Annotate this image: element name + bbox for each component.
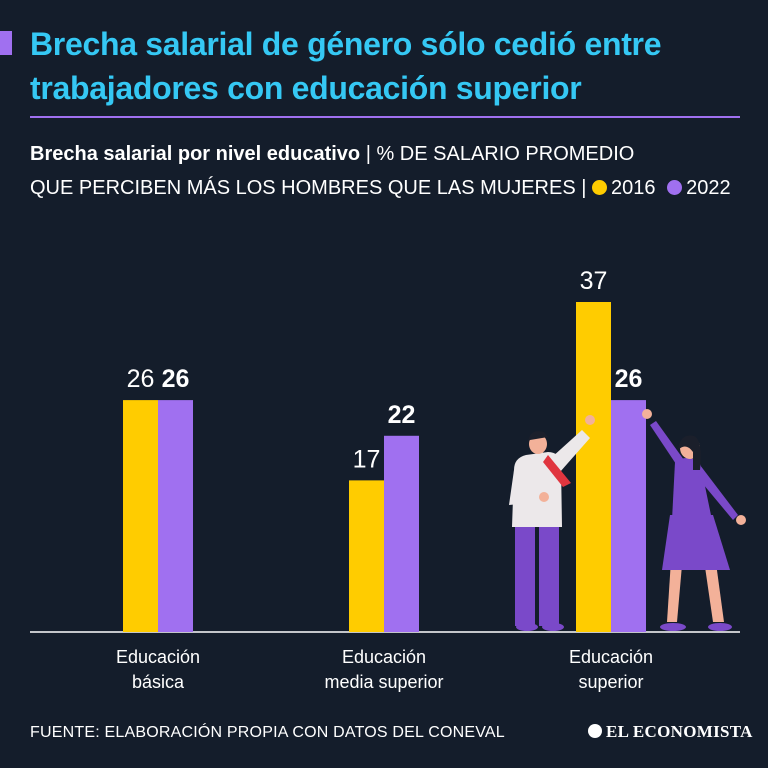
bar-2022-1 [158,400,193,632]
subtitle-units: % DE SALARIO PROMEDIO [376,143,635,165]
subtitle-separator: | [365,143,371,165]
subtitle-line-1: Brecha salarial por nivel educativo | % … [30,137,745,171]
bar-2022-3 [611,400,646,632]
brand-globe-icon [588,724,602,738]
legend-2016-label: 2016 [611,177,656,199]
bars-layer: 26 17 37 26 22 26 Educación básica Educación medi… [30,267,740,692]
value-label-2022-3: 26 [615,365,643,393]
subtitle-separator-2: | [581,177,587,199]
category-label-1-line-1: Educación [116,647,200,667]
man-pointing-illustration [509,415,595,631]
category-label-3-line-2: superior [578,672,643,692]
title-accent-mark [0,31,12,55]
woman-pointing-illustration [642,409,746,631]
category-label-2-line-2: media superior [324,672,443,692]
value-label-2022-2: 22 [388,401,416,429]
value-label-2016-1: 26 [127,365,155,393]
bar-2022-2 [384,435,419,632]
category-label-3-line-1: Educación [569,647,653,667]
brand-logo: EL ECONOMISTA [588,722,753,742]
bar-2016-3 [576,302,611,632]
value-label-2016-3: 37 [580,267,608,295]
bar-2016-1 [123,400,158,632]
legend-2016-swatch [592,180,608,195]
legend-2022-label: 2022 [686,177,731,199]
subtitle-line-2: QUE PERCIBEN MÁS LOS HOMBRES QUE LAS MUJ… [30,171,745,205]
legend-2022-swatch [667,180,683,195]
value-label-2016-2: 17 [353,445,381,473]
category-label-1-line-2: básica [132,672,185,692]
brand-name: EL ECONOMISTA [606,722,753,741]
category-label-2-line-1: Educación [342,647,426,667]
headline: Brecha salarial de género sólo cedió ent… [30,26,662,106]
value-label-2022-1: 26 [162,365,190,393]
bar-2016-2 [349,480,384,632]
title-divider [30,116,740,118]
subtitle-description: QUE PERCIBEN MÁS LOS HOMBRES QUE LAS MUJ… [30,177,576,199]
chart-subtitle: Brecha salarial por nivel educativo | % … [30,137,745,205]
subtitle-bold: Brecha salarial por nivel educativo [30,143,361,165]
source-note: FUENTE: ELABORACIÓN PROPIA CON DATOS DEL… [30,724,505,741]
